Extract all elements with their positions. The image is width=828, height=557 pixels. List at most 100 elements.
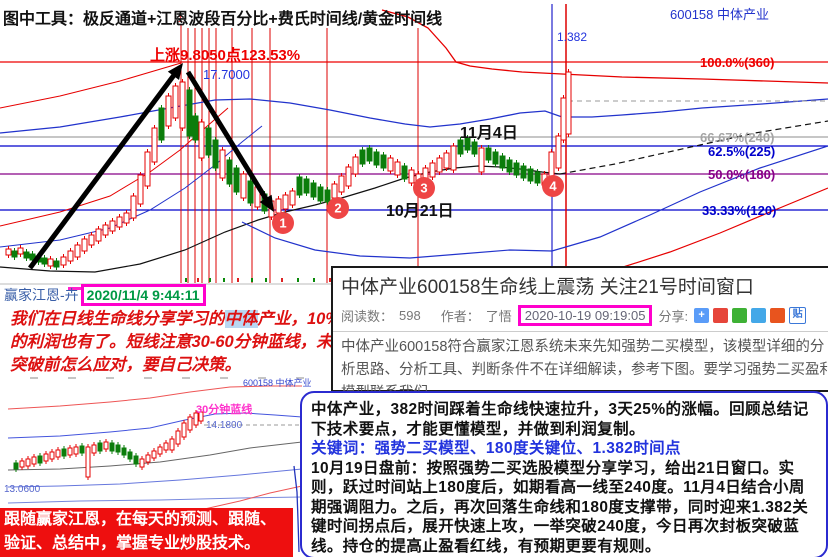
candle-body	[116, 216, 123, 228]
candle-body	[331, 183, 338, 199]
candle-body	[394, 161, 401, 176]
share-tieba-icon[interactable]: 贴	[789, 307, 807, 324]
candle-body	[193, 412, 199, 426]
inset-red-top	[7, 385, 302, 410]
inset-blue-band	[7, 412, 303, 439]
candle-body	[303, 178, 310, 194]
share-icons-group: + 贴	[694, 307, 807, 324]
candle-body	[289, 190, 296, 206]
candle-body	[85, 446, 91, 478]
candle-body	[151, 127, 158, 163]
candle-body	[373, 151, 380, 166]
article-body: 中体产业600158符合赢家江恩系统未来先知强势二买模型，该模型详细的分析思路、…	[341, 339, 828, 401]
candle-body	[67, 250, 74, 262]
candle-body	[560, 97, 567, 141]
trend-arrow-shaft	[185, 70, 270, 204]
numbered-marker-text: 4	[549, 179, 557, 194]
candle-body	[187, 416, 193, 431]
candle-body	[464, 137, 471, 151]
candle-body	[226, 159, 233, 185]
candle-body	[5, 248, 12, 256]
candle-body	[192, 115, 199, 141]
candle-body	[88, 234, 95, 246]
trend-arrow-shaft	[27, 71, 178, 270]
annotation-author: 赢家江恩-卉	[4, 287, 79, 303]
numbered-marker-circle	[272, 212, 294, 234]
candle-body	[219, 149, 226, 179]
annotation-author-row: 赢家江恩-卉 2020/11/4 9:44:11	[4, 284, 206, 306]
summary-keywords: 关键词：强势二买模型、180度关键位、1.382时间点	[311, 440, 681, 457]
candle-body	[198, 121, 205, 159]
article-divider	[333, 331, 828, 332]
candle-body	[157, 446, 163, 455]
candle-body	[485, 147, 492, 161]
share-qq-icon[interactable]	[751, 308, 767, 323]
summary-paragraph-2: 10月19日盘前：按照强势二买选股模型分享学习，给出21日窗口。实则，跃过时间站…	[311, 459, 809, 555]
summary-paragraph-1: 中体产业，382时间踩着生命线快速拉升，3天25%的涨幅。回顾总结记下技术要点，…	[311, 401, 809, 438]
candle-body	[95, 228, 102, 242]
candle-body	[127, 451, 133, 460]
candle-body	[145, 454, 151, 463]
article-reads-label: 阅读数：	[341, 309, 394, 324]
candle-body	[450, 145, 457, 171]
article-title[interactable]: 中体产业600158生命线上震荡 关注21号时间窗口	[341, 277, 754, 298]
candle-body	[506, 159, 513, 173]
article-meta-row: 阅读数： 598 作者： 了悟 2020-10-19 09:19:05 分享: + 贴	[341, 305, 828, 326]
candle-body	[527, 168, 534, 182]
article-reads-value: 598	[399, 308, 421, 323]
candle-body	[380, 154, 387, 169]
candle-body	[555, 135, 562, 169]
numbered-marker-circle	[413, 177, 435, 199]
share-qzone-icon[interactable]	[770, 308, 786, 323]
share-weibo-icon[interactable]	[713, 308, 729, 323]
analyst-note-pre: 我们在日线生命线分享学习的	[10, 310, 225, 328]
candle-body	[443, 152, 450, 169]
inset-chart-label: 14.1800	[206, 420, 243, 431]
candle-body	[163, 442, 169, 451]
candle-body	[29, 253, 36, 261]
numbered-marker-text: 1	[279, 216, 286, 231]
candle-body	[60, 256, 67, 266]
chart-annotation-label: 1	[178, 14, 183, 24]
candle-body	[233, 167, 240, 193]
candle-body	[47, 258, 54, 267]
chart-annotation-label: 17.7000	[203, 67, 250, 82]
candle-body	[144, 151, 151, 187]
article-author-label: 作者：	[440, 309, 480, 324]
candle-body	[55, 449, 61, 458]
candle-body	[205, 127, 212, 156]
candle-body	[109, 442, 115, 452]
candle-body	[123, 212, 130, 224]
candle-body	[317, 186, 324, 202]
candle-body	[121, 447, 127, 456]
blue-upper	[0, 98, 828, 134]
candle-body	[73, 446, 79, 455]
candle-body	[359, 149, 366, 165]
candle-body	[247, 180, 254, 204]
blue-lower	[241, 145, 828, 259]
candle-body	[338, 175, 345, 193]
footer-slogan-banner: 跟随赢家江恩，在每天的预测、跟随、验证、总结中，掌握专业炒股技术。	[0, 508, 293, 557]
chart-annotation-label: 11月4日	[460, 124, 518, 142]
inset-chart-label: 30分钟蓝线	[196, 402, 252, 416]
share-more-icon[interactable]: +	[694, 308, 710, 323]
share-wechat-icon[interactable]	[732, 308, 748, 323]
inset-blue-low	[7, 468, 303, 488]
red-lower-right	[619, 187, 828, 269]
candle-body	[169, 438, 175, 451]
candle-body	[520, 165, 527, 179]
analyst-note-highlight: 中体	[224, 310, 258, 328]
candle-body	[534, 171, 541, 184]
candle-body	[296, 176, 303, 196]
candle-body	[366, 147, 373, 162]
candle-body	[79, 445, 85, 454]
numbered-marker-text: 3	[420, 181, 427, 196]
candle-body	[478, 147, 485, 173]
candle-body	[41, 257, 48, 265]
chart-annotation-label: 上涨9.8050点123.53%	[150, 47, 300, 64]
candle-body	[165, 95, 172, 127]
candle-body	[492, 151, 499, 165]
candle-body	[352, 156, 359, 175]
